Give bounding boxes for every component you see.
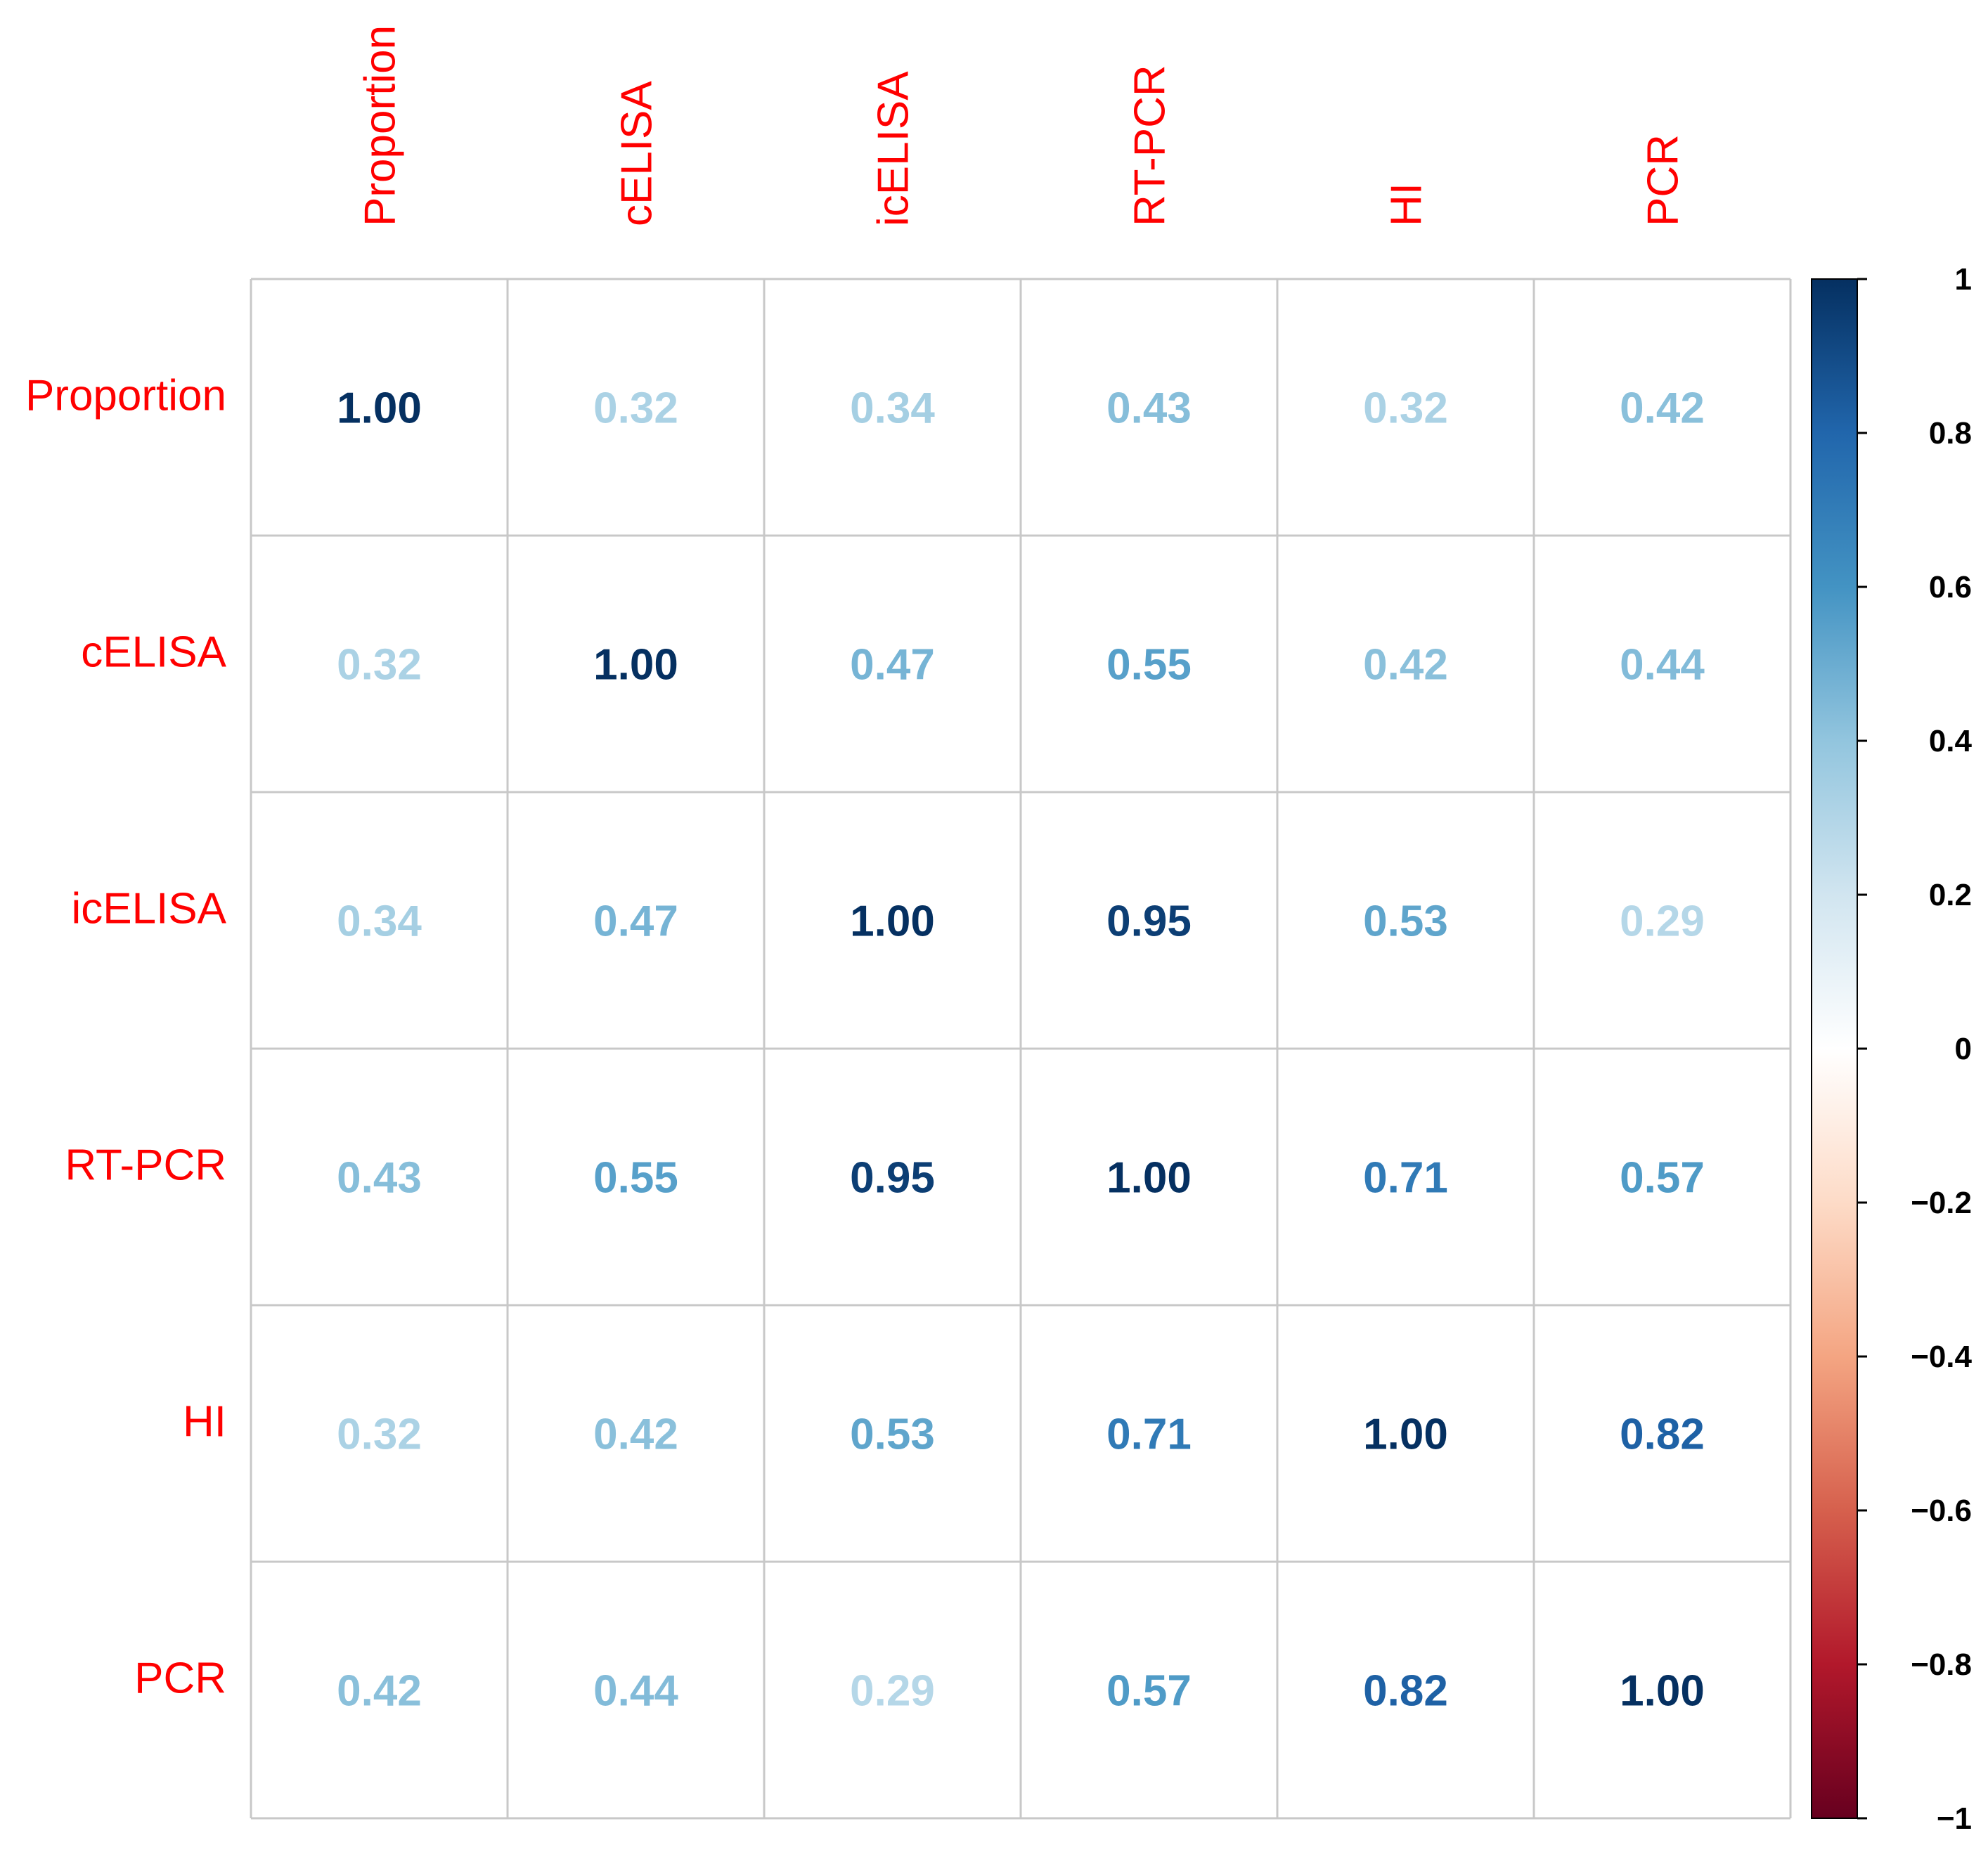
colorbar-tick-label: 1 <box>1955 262 1972 297</box>
cell-value: 0.44 <box>1620 641 1705 689</box>
colorbar-tick-label: −0.2 <box>1911 1186 1972 1220</box>
cell-value: 0.32 <box>1363 384 1448 433</box>
cell-value: 0.47 <box>593 898 678 946</box>
cell-value: 0.47 <box>850 641 935 689</box>
colorbar-tick-label: 0 <box>1955 1032 1972 1066</box>
color-legend: 1 0.8 0.6 0.4 0.2 0 −0.2 −0.4 −0.6 −0.8 −1 <box>1811 262 1973 1836</box>
correlation-values: 1.00 0.32 0.34 0.43 0.32 0.42 0.32 1.00 0.47 0.55… <box>337 384 1705 1716</box>
cell-value: 0.57 <box>1620 1154 1705 1203</box>
cell-value: 0.42 <box>1363 641 1448 689</box>
column-label: cELISA <box>613 81 661 226</box>
row-label: PCR <box>134 1655 226 1703</box>
cell-value: 1.00 <box>337 384 422 433</box>
colorbar-tick-label: −0.4 <box>1911 1340 1972 1374</box>
colorbar-tick-label: 0.4 <box>1929 724 1973 758</box>
row-label: Proportion <box>25 372 226 420</box>
column-label: RT-PCR <box>1126 65 1175 226</box>
colorbar-tick-label: −0.6 <box>1911 1494 1972 1528</box>
colorbar-tick-label: −1 <box>1937 1801 1972 1836</box>
cell-value: 0.55 <box>593 1154 678 1203</box>
row-label: icELISA <box>71 885 226 933</box>
cell-value: 1.00 <box>1363 1411 1448 1459</box>
cell-value: 0.95 <box>850 1154 935 1203</box>
cell-value: 0.42 <box>1620 384 1705 433</box>
cell-value: 0.55 <box>1106 641 1192 689</box>
correlation-grid <box>250 278 1792 1820</box>
row-label: RT-PCR <box>65 1141 226 1190</box>
color-bar <box>1811 278 1858 1819</box>
cell-value: 0.42 <box>337 1667 422 1716</box>
cell-value: 0.42 <box>593 1411 678 1459</box>
cell-value: 0.43 <box>1106 384 1192 433</box>
cell-value: 0.57 <box>1106 1667 1192 1716</box>
cell-value: 0.82 <box>1620 1411 1705 1459</box>
row-label: HI <box>183 1398 226 1446</box>
cell-value: 0.29 <box>1620 898 1705 946</box>
colorbar-tick-label: 0.6 <box>1929 570 1972 604</box>
colorbar-tick-label: 0.8 <box>1929 416 1972 451</box>
column-label: HI <box>1383 183 1431 226</box>
column-label: PCR <box>1639 134 1688 226</box>
cell-value: 0.34 <box>337 898 422 946</box>
colorbar-tick-label: 0.2 <box>1929 878 1972 912</box>
cell-value: 1.00 <box>593 641 678 689</box>
cell-value: 0.71 <box>1106 1411 1192 1459</box>
cell-value: 0.43 <box>337 1154 422 1203</box>
cell-value: 0.34 <box>850 384 935 433</box>
cell-value: 1.00 <box>850 898 935 946</box>
column-label: Proportion <box>356 25 405 226</box>
cell-value: 0.71 <box>1363 1154 1448 1203</box>
row-labels: Proportion cELISA icELISA RT-PCR HI PCR <box>25 372 227 1703</box>
cell-value: 1.00 <box>1620 1667 1705 1716</box>
row-label: cELISA <box>81 628 226 677</box>
cell-value: 0.32 <box>337 641 422 689</box>
cell-value: 0.53 <box>850 1411 935 1459</box>
cell-value: 0.32 <box>337 1411 422 1459</box>
column-label: icELISA <box>870 71 918 226</box>
cell-value: 0.29 <box>850 1667 935 1716</box>
cell-value: 0.53 <box>1363 898 1448 946</box>
cell-value: 1.00 <box>1106 1154 1192 1203</box>
cell-value: 0.82 <box>1363 1667 1448 1716</box>
cell-value: 0.32 <box>593 384 678 433</box>
cell-value: 0.44 <box>593 1667 678 1716</box>
colorbar-tick-label: −0.8 <box>1911 1647 1972 1682</box>
column-labels: Proportion cELISA icELISA RT-PCR HI PCR <box>356 25 1688 226</box>
cell-value: 0.95 <box>1106 898 1192 946</box>
